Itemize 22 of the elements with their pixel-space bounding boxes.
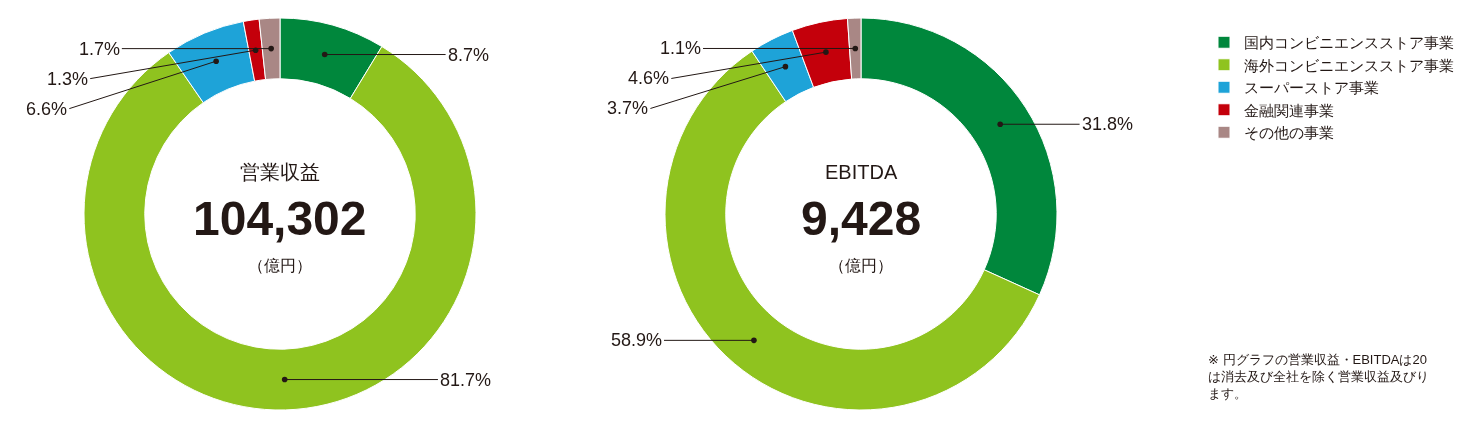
legend-label: スーパーストア事業 bbox=[1244, 79, 1379, 97]
data-label: 3.7% bbox=[607, 98, 649, 118]
data-label: 1.1% bbox=[660, 38, 702, 58]
data-label: 1.7% bbox=[79, 39, 121, 59]
text: 9,428 bbox=[801, 192, 922, 245]
text: ※ 円グラフの営業収益・EBITDAは20は消去及び全社を除く営業収益及びります。 bbox=[1208, 352, 1429, 401]
data-label: 4.6% bbox=[628, 68, 670, 88]
legend-label: 金融関連事業 bbox=[1244, 101, 1334, 119]
data-label: 31.8% bbox=[1082, 114, 1134, 134]
data-label: 1.3% bbox=[47, 69, 89, 89]
legend-label: 国内コンビニエンスストア事業 bbox=[1244, 34, 1454, 52]
data-label: 6.6% bbox=[26, 99, 68, 119]
data-label: 81.7% bbox=[440, 370, 492, 390]
text: EBITDA bbox=[825, 161, 898, 183]
text: （億円） bbox=[829, 257, 893, 274]
text: 104,302 bbox=[193, 192, 367, 245]
legend-label: 海外コンビニエンスストア事業 bbox=[1244, 56, 1454, 74]
text: （億円） bbox=[248, 257, 312, 274]
legend-label: その他の事業 bbox=[1244, 124, 1334, 142]
data-label: 58.9% bbox=[611, 330, 663, 350]
data-label: 8.7% bbox=[448, 45, 490, 65]
text: 営業収益 bbox=[240, 161, 320, 183]
